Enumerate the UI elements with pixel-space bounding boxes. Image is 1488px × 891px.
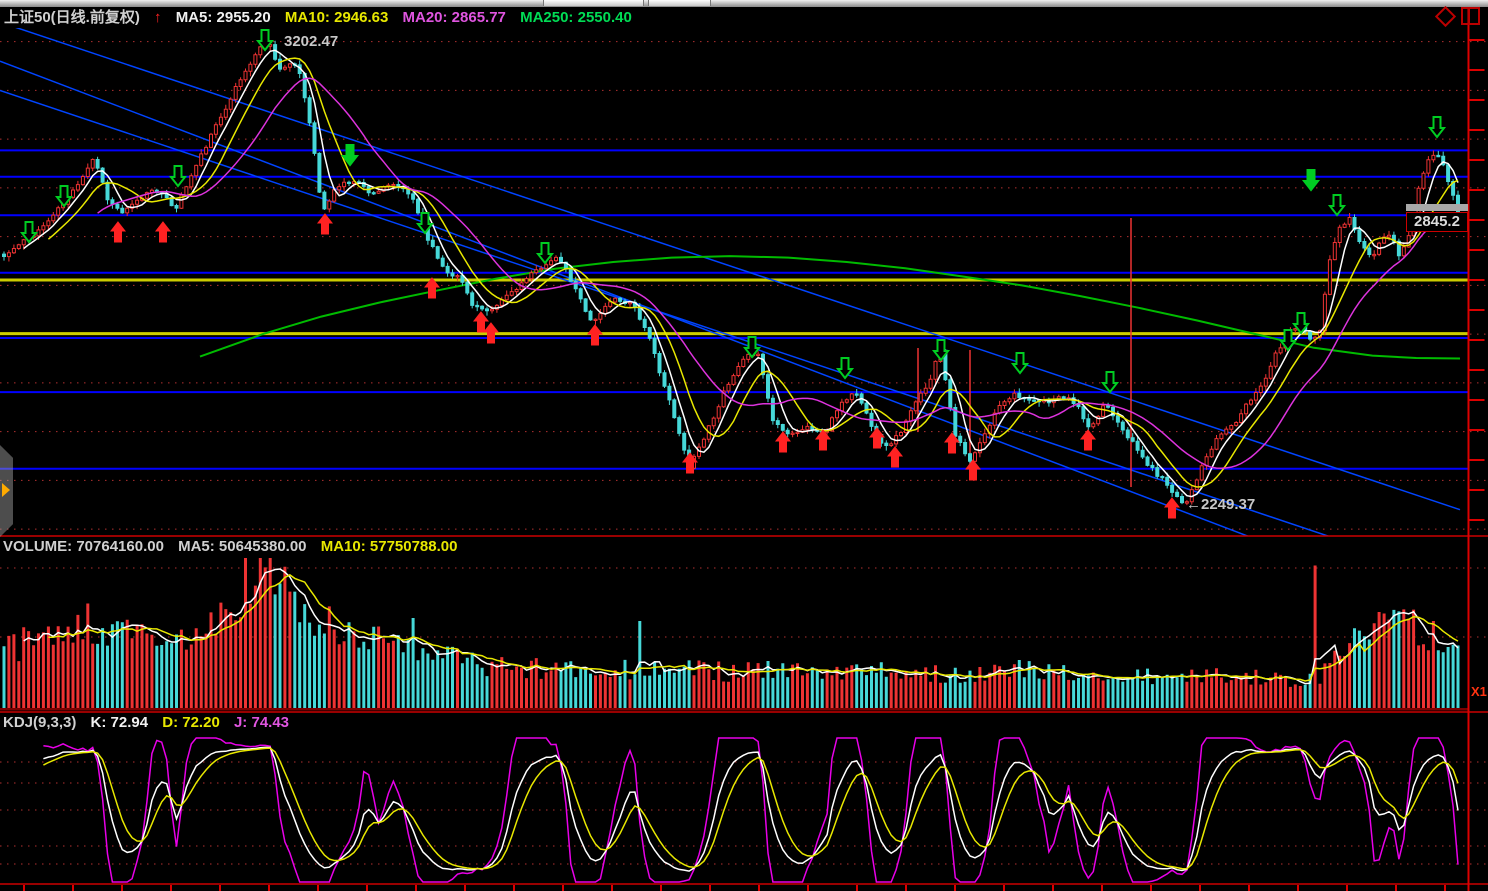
toolbar-edge-segment bbox=[648, 0, 711, 6]
kdj-name: KDJ(9,3,3) bbox=[3, 714, 77, 731]
volume-ma-lines bbox=[23, 568, 1459, 685]
sell-arrow-icon bbox=[19, 221, 39, 244]
restore-icon-divider bbox=[1468, 9, 1470, 23]
sell-arrow-icon bbox=[742, 336, 762, 359]
buy-arrow-icon bbox=[886, 446, 904, 468]
price-marker-band bbox=[1406, 204, 1468, 211]
window-restore-icon[interactable] bbox=[1461, 7, 1480, 25]
ma250-line bbox=[199, 255, 1461, 360]
buy-arrow-icon bbox=[586, 324, 604, 346]
main-pane-header: 上证50(日线.前复权) ↑ MA5: 2955.20 MA10: 2946.6… bbox=[4, 8, 642, 28]
last-price-marker: 2845.2 bbox=[1406, 204, 1468, 232]
low-price-label: ←2249.37 bbox=[1186, 496, 1256, 513]
sell-arrow-icon bbox=[168, 165, 188, 188]
expand-arrow-icon bbox=[2, 483, 10, 497]
buy-arrow-icon bbox=[774, 431, 792, 453]
ma20-readout: MA20: 2865.77 bbox=[402, 9, 506, 26]
volume-grid bbox=[0, 567, 1488, 638]
volume-readout: VOLUME: 70764160.00 bbox=[3, 538, 164, 555]
kdj-pane-header: KDJ(9,3,3) K: 72.94 D: 72.20 J: 74.43 bbox=[3, 713, 299, 733]
up-volume-bars bbox=[7, 558, 1435, 708]
sell-arrow-icon bbox=[1327, 194, 1347, 217]
sell-arrow-icon bbox=[1291, 312, 1311, 335]
axis-ticks bbox=[23, 39, 1485, 891]
ma-lines bbox=[23, 49, 1459, 498]
up-arrow-icon: ↑ bbox=[154, 9, 162, 26]
buy-arrow-icon bbox=[423, 277, 441, 299]
main-grid bbox=[0, 41, 1488, 530]
buy-arrow-icon bbox=[154, 221, 172, 243]
sell-arrow-icon bbox=[1301, 169, 1321, 192]
buy-arrow-icon bbox=[109, 221, 127, 243]
toolbar-edge-segment bbox=[543, 0, 644, 6]
sell-arrow-icon bbox=[535, 242, 555, 265]
sell-arrow-icon bbox=[1278, 329, 1298, 352]
ma10-readout: MA10: 2946.63 bbox=[284, 9, 389, 26]
buy-arrow-icon bbox=[814, 429, 832, 451]
volume-ma5-readout: MA5: 50645380.00 bbox=[178, 538, 307, 555]
zoom-level-badge: X1 bbox=[1471, 684, 1487, 699]
symbol-title: 上证50(日线.前复权) bbox=[4, 9, 140, 26]
kdj-d-readout: D: 72.20 bbox=[162, 714, 220, 731]
ma250-readout: MA250: 2550.40 bbox=[520, 9, 632, 26]
sell-arrow-icon bbox=[255, 29, 275, 52]
sell-arrow-icon bbox=[1010, 352, 1030, 375]
volume-bars bbox=[2, 558, 1460, 708]
trendlines bbox=[0, 28, 1461, 536]
down-volume-bars bbox=[2, 583, 1460, 708]
high-price-label: 3202.47 bbox=[284, 33, 339, 50]
kdj-j-readout: J: 74.43 bbox=[233, 714, 290, 731]
volume-pane-header: VOLUME: 70764160.00 MA5: 50645380.00 MA1… bbox=[3, 537, 467, 557]
sell-arrow-icon bbox=[1427, 116, 1447, 139]
sell-arrow-icon bbox=[340, 144, 360, 167]
support-resistance-levels bbox=[0, 149, 1468, 470]
buy-arrow-icon bbox=[1163, 497, 1181, 519]
buy-arrow-icon bbox=[482, 322, 500, 344]
pane-borders bbox=[0, 7, 1488, 891]
last-price-value: 2845.2 bbox=[1406, 212, 1468, 232]
ma5-readout: MA5: 2955.20 bbox=[175, 9, 271, 26]
window-top-edge bbox=[0, 0, 1488, 7]
sell-arrow-icon bbox=[931, 339, 951, 362]
sell-arrow-icon bbox=[54, 185, 74, 208]
sidebar-slide-handle[interactable] bbox=[0, 445, 13, 537]
sell-arrow-icon bbox=[415, 212, 435, 235]
sell-arrow-icon bbox=[835, 357, 855, 380]
buy-arrow-icon bbox=[472, 311, 490, 333]
sell-arrow-icon bbox=[1100, 371, 1120, 394]
kdj-grid bbox=[0, 761, 1488, 865]
buy-arrow-icon bbox=[868, 427, 886, 449]
buy-arrow-icon bbox=[681, 452, 699, 474]
volume-ma10-readout: MA10: 57750788.00 bbox=[320, 538, 458, 555]
buy-arrow-icon bbox=[964, 459, 982, 481]
kdj-lines bbox=[43, 737, 1459, 883]
buy-arrow-icon bbox=[316, 213, 334, 235]
kdj-k-readout: K: 72.94 bbox=[90, 714, 149, 731]
buy-arrow-icon bbox=[1079, 429, 1097, 451]
signal-arrows bbox=[19, 29, 1447, 519]
buy-arrow-icon bbox=[943, 432, 961, 454]
